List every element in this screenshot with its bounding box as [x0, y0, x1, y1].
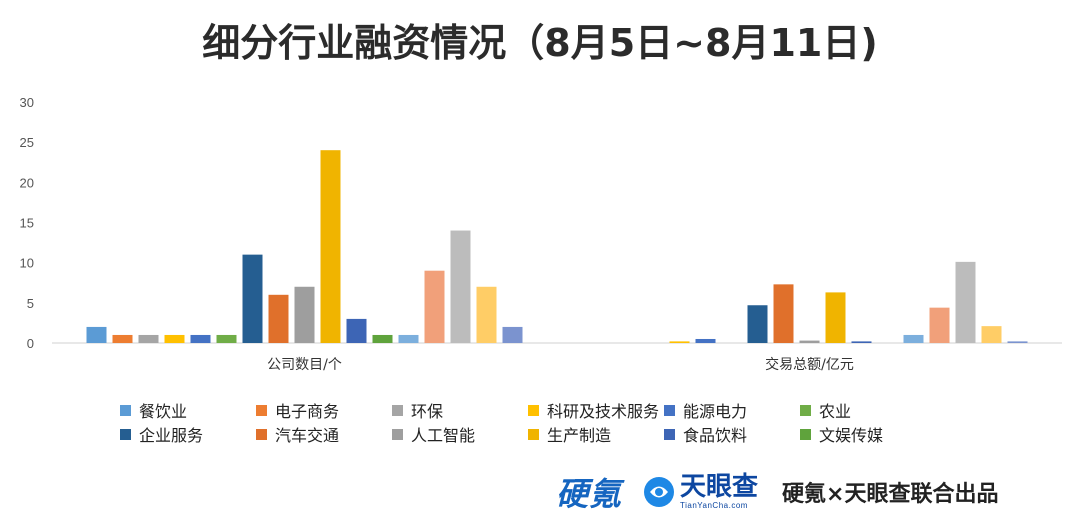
bar [450, 230, 471, 343]
legend-item: 食品饮料 [664, 424, 800, 445]
chart-legend: 餐饮业 电子商务 环保 科研及技术服务 能源电力 农业企业服务 汽车交通 人工智能 生产制造 食品… [120, 400, 940, 445]
legend-label: 电子商务 [275, 402, 340, 421]
bar [138, 334, 159, 343]
bar [476, 286, 497, 343]
legend-swatch [664, 404, 675, 416]
y-tick-label: 0 [27, 336, 34, 351]
x-category-label: 公司数目/个 [267, 357, 342, 373]
footer-logos: 硬氪 天眼查 TianYanCha.com 硬氪×天眼查联合出品 [556, 470, 1076, 514]
legend-label: 科研及技术服务 [547, 402, 660, 421]
legend-item: 文娱传媒 [800, 424, 936, 445]
bar [851, 341, 872, 343]
legend-swatch [800, 404, 811, 416]
bar [799, 340, 820, 343]
y-tick-label: 10 [20, 256, 34, 271]
legend-swatch [664, 428, 675, 440]
legend-item: 农业 [800, 400, 936, 421]
bar [903, 334, 924, 343]
y-tick-label: 15 [20, 216, 34, 231]
legend-label: 能源电力 [683, 402, 748, 421]
legend-label: 农业 [819, 402, 852, 421]
legend-swatch [392, 428, 403, 440]
legend-item: 能源电力 [664, 400, 800, 421]
tianyancha-url: TianYanCha.com [680, 501, 748, 510]
legend-item: 企业服务 [120, 424, 256, 445]
bar [190, 334, 211, 343]
chart-title: 细分行业融资情况（8月5日~8月11日) [202, 21, 878, 65]
y-tick-label: 25 [20, 135, 34, 150]
legend-label: 食品饮料 [683, 426, 748, 445]
bar [164, 334, 185, 343]
legend-label: 餐饮业 [139, 402, 188, 421]
legend-label: 生产制造 [547, 426, 612, 445]
bar [929, 307, 950, 343]
bar [424, 270, 445, 343]
bar [372, 334, 393, 343]
legend-swatch [120, 404, 131, 416]
bar [1007, 341, 1028, 343]
legend-swatch [800, 428, 811, 440]
legend-swatch [256, 428, 267, 440]
legend-swatch [120, 428, 131, 440]
yingke-logo: 硬氪 [556, 475, 623, 513]
bar-chart: 0 5 10 15 20 25 30 公司数目/个 交易总额/亿元 [20, 95, 1062, 373]
bar [398, 334, 419, 343]
legend-item: 餐饮业 [120, 400, 256, 421]
legend-label: 汽车交通 [275, 426, 340, 445]
legend-label: 企业服务 [139, 426, 204, 445]
y-tick-label: 5 [27, 296, 34, 311]
legend-item: 汽车交通 [256, 424, 392, 445]
legend-swatch [256, 404, 267, 416]
bar [86, 326, 107, 343]
bar [669, 341, 690, 343]
y-tick-label: 20 [20, 175, 34, 190]
x-category-label: 交易总额/亿元 [765, 356, 854, 373]
legend-swatch [528, 428, 539, 440]
legend-item: 生产制造 [528, 424, 664, 445]
legend-label: 人工智能 [411, 426, 476, 445]
legend-label: 环保 [411, 402, 444, 421]
tianyancha-logo: 天眼查 TianYanCha.com [642, 474, 758, 510]
bar [747, 305, 768, 343]
tianyancha-logo-mark-icon [644, 477, 675, 507]
legend-item: 环保 [392, 400, 528, 421]
bar [825, 292, 846, 343]
legend-item: 电子商务 [256, 400, 392, 421]
bar [320, 150, 341, 343]
tianyancha-name: 天眼查 [680, 472, 759, 502]
legend-swatch [392, 404, 403, 416]
joint-production-text: 硬氪×天眼查联合出品 [782, 482, 999, 507]
y-tick-label: 30 [20, 95, 34, 110]
bar [268, 294, 289, 343]
legend-item: 人工智能 [392, 424, 528, 445]
legend-swatch [528, 404, 539, 416]
bar [955, 261, 976, 343]
bar [112, 334, 133, 343]
legend-label: 文娱传媒 [819, 426, 884, 445]
bar [242, 254, 263, 343]
bar [346, 318, 367, 343]
bar [773, 284, 794, 343]
bar [981, 326, 1002, 343]
bar [695, 338, 716, 343]
bar [216, 334, 237, 343]
legend-item: 科研及技术服务 [528, 400, 664, 421]
bar [294, 286, 315, 343]
bar [502, 326, 523, 343]
